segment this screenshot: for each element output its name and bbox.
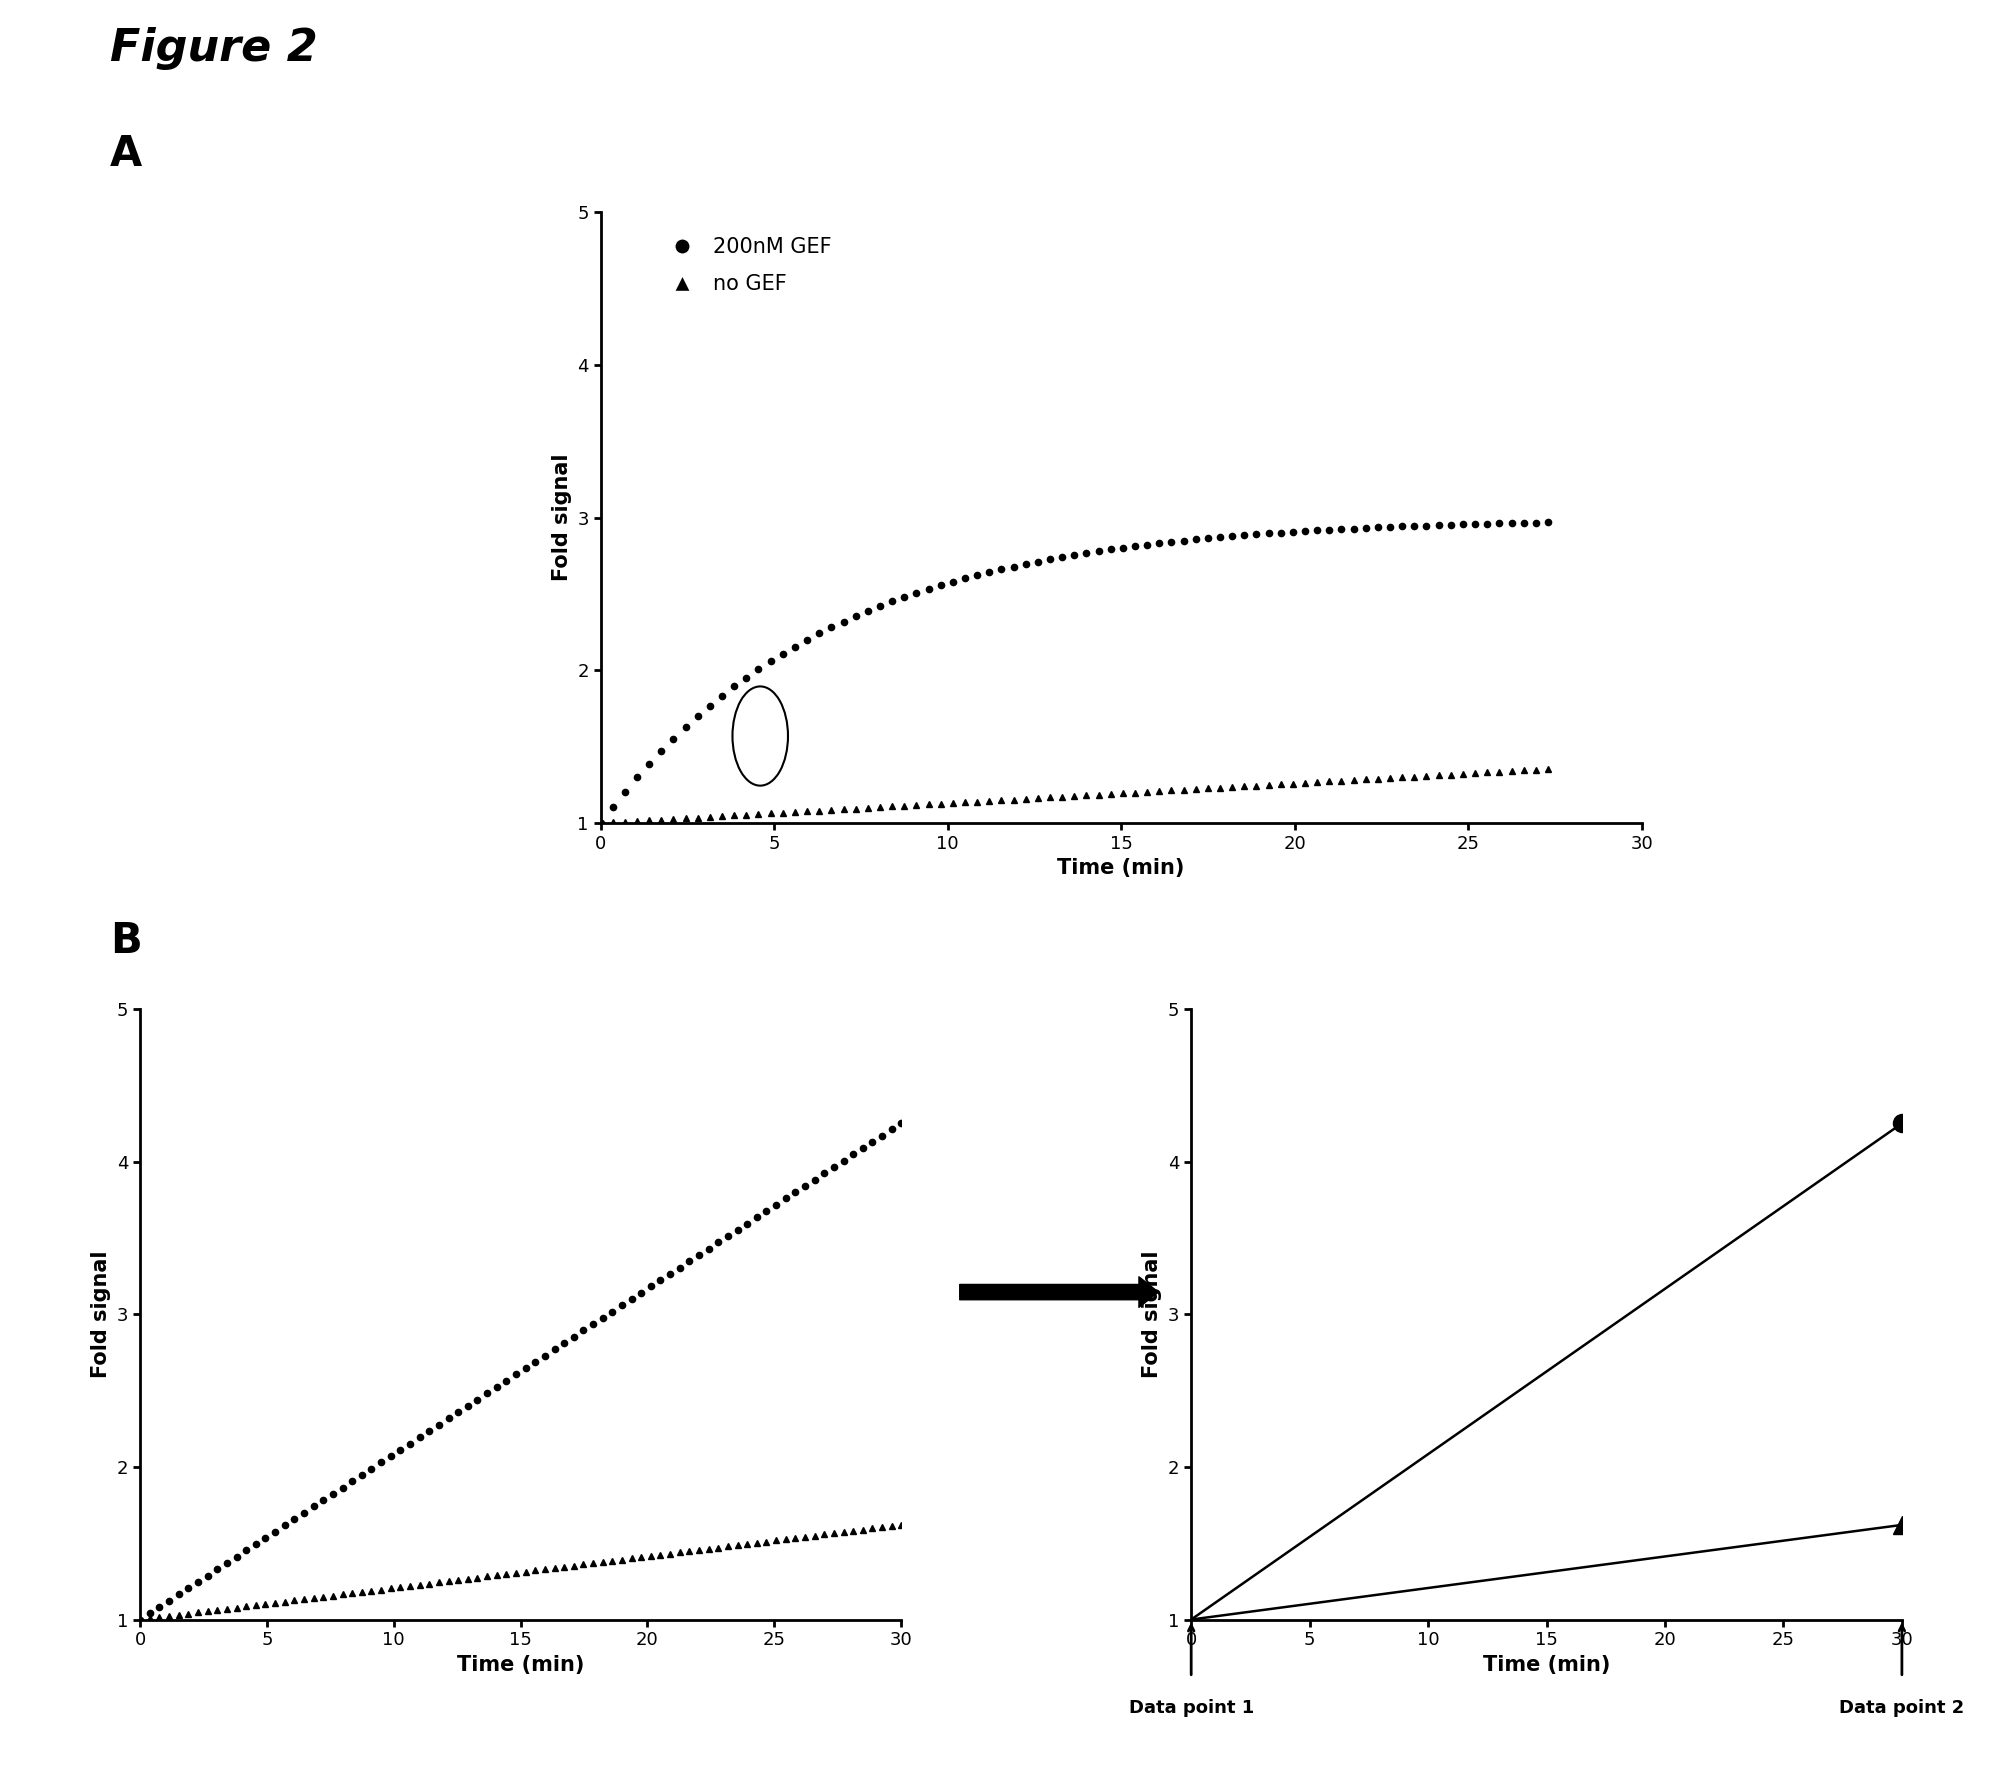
200nM GEF — [1135, 535, 1159, 556]
no GEF — [1536, 758, 1560, 779]
Y-axis label: Fold signal: Fold signal — [553, 453, 573, 582]
200nM GEF — [1281, 520, 1305, 542]
no GEF — [1135, 781, 1159, 802]
Y-axis label: Fold signal: Fold signal — [92, 1250, 112, 1379]
no GEF — [977, 789, 1001, 811]
no GEF — [819, 800, 843, 821]
X-axis label: Time (min): Time (min) — [1057, 858, 1185, 878]
Text: Data point 1: Data point 1 — [1129, 1699, 1253, 1717]
200nM GEF — [1536, 512, 1560, 533]
200nM GEF — [843, 605, 867, 627]
Legend: 200nM GEF, no GEF: 200nM GEF, no GEF — [653, 228, 841, 303]
no GEF — [965, 791, 989, 812]
X-axis label: Time (min): Time (min) — [456, 1655, 585, 1674]
200nM GEF — [589, 812, 613, 834]
Text: A: A — [110, 133, 142, 175]
X-axis label: Time (min): Time (min) — [1483, 1655, 1610, 1674]
no GEF — [843, 798, 867, 820]
Line: 200nM GEF: 200nM GEF — [597, 519, 1552, 827]
no GEF — [589, 812, 613, 834]
Text: B: B — [110, 920, 142, 963]
no GEF — [1281, 773, 1305, 795]
Text: Figure 2: Figure 2 — [110, 27, 318, 69]
200nM GEF — [965, 565, 989, 586]
200nM GEF — [819, 616, 843, 637]
Y-axis label: Fold signal: Fold signal — [1143, 1250, 1163, 1379]
Line: no GEF: no GEF — [597, 766, 1552, 827]
200nM GEF — [977, 561, 1001, 582]
Text: Data point 2: Data point 2 — [1840, 1699, 1964, 1717]
